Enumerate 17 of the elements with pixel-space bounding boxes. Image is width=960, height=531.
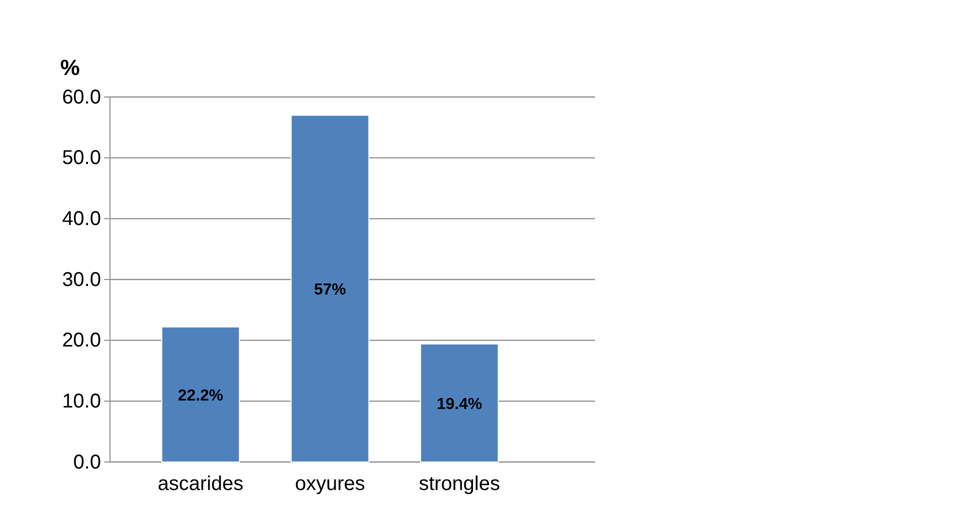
bar	[161, 326, 240, 462]
y-axis-title: %	[60, 55, 80, 80]
y-tick-label: 60.0	[62, 86, 101, 108]
data-label: 19.4%	[436, 396, 482, 413]
y-tick-label: 40.0	[62, 208, 101, 230]
y-tick-label: 50.0	[62, 147, 101, 170]
y-tick-label: 30.0	[62, 268, 101, 291]
y-tick-label: 10.0	[62, 390, 101, 413]
bar	[420, 343, 499, 462]
bar	[290, 114, 370, 462]
y-tick-label: 20.0	[62, 330, 101, 352]
data-label: 57%	[314, 282, 346, 299]
x-tick-label: oxyures	[294, 473, 366, 496]
x-tick-label: ascarides	[158, 473, 244, 496]
data-label: 22.2%	[178, 387, 224, 404]
y-tick-label: 0.0	[73, 451, 101, 474]
x-tick-label: strongles	[418, 473, 500, 496]
